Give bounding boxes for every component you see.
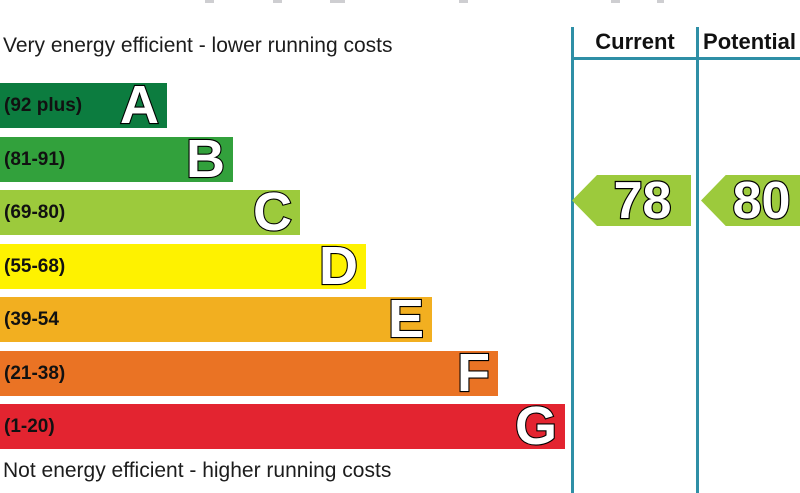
band-letter: D <box>318 235 359 296</box>
caption-bottom: Not energy efficient - higher running co… <box>3 459 392 482</box>
band-range-label: (55-68) <box>4 255 66 277</box>
column-divider-line-right <box>696 27 699 493</box>
column-header-underline <box>571 57 800 60</box>
epc-band-row-F: (21-38) F <box>0 342 498 403</box>
current-rating-value: 78 <box>612 172 672 230</box>
cropped-title-remnant <box>273 0 282 3</box>
band-range-label: (1-20) <box>4 416 55 437</box>
caption-top: Very energy efficient - lower running co… <box>3 34 393 57</box>
band-letter: F <box>456 342 491 403</box>
band-range-label: (92 plus) <box>4 95 83 116</box>
band-letter: C <box>252 182 293 242</box>
cropped-title-remnant <box>459 0 468 3</box>
epc-band-row-G: (1-20) G <box>0 396 565 456</box>
epc-band-row-B: (81-91) B <box>0 128 233 189</box>
band-letter: B <box>185 128 226 189</box>
epc-band-row-A: (92 plus) A <box>0 75 167 135</box>
band-range-label: (81-91) <box>4 148 66 170</box>
band-range-label: (39-54 <box>4 309 59 330</box>
epc-band-row-C: (69-80) C <box>0 182 300 242</box>
potential-rating-value: 80 <box>731 172 791 230</box>
band-letter: E <box>387 289 425 349</box>
cropped-title-remnant <box>611 0 620 3</box>
cropped-title-remnant <box>330 0 345 3</box>
potential-rating-arrow: 80 <box>701 175 800 226</box>
band-range-label: (21-38) <box>4 362 66 384</box>
band-letter: A <box>119 75 160 135</box>
column-divider-line-left <box>571 27 574 493</box>
column-header-potential: Potential <box>703 29 796 54</box>
column-header-current: Current <box>595 29 675 54</box>
current-rating-arrow: 78 <box>572 175 691 226</box>
epc-band-row-E: (39-54 E <box>0 289 432 349</box>
band-range-label: (69-80) <box>4 202 66 223</box>
band-letter: G <box>514 396 558 456</box>
cropped-title-remnant <box>205 0 214 3</box>
epc-band-row-D: (55-68) D <box>0 235 366 296</box>
cropped-title-remnant <box>657 0 664 3</box>
